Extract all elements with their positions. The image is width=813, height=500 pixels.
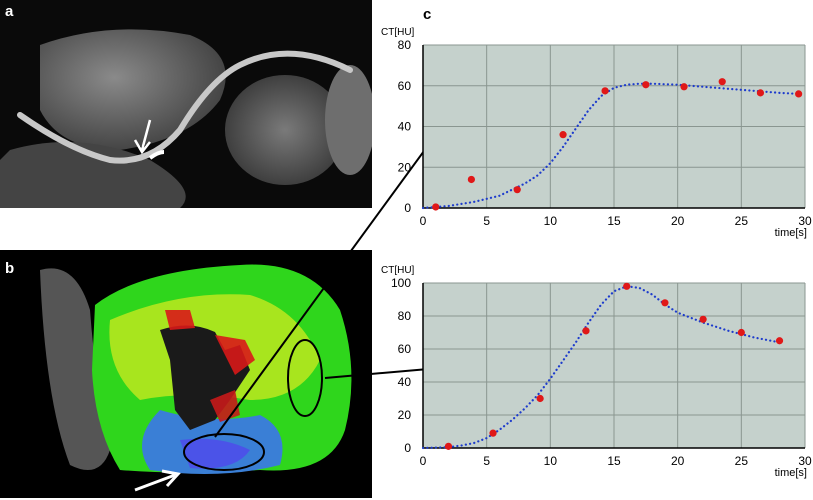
ct-image — [0, 0, 372, 208]
y-tick-label: 20 — [398, 160, 412, 174]
arrow-marker-a — [133, 119, 152, 155]
y-axis-label: CT[HU] — [381, 265, 415, 276]
x-tick-label: 25 — [735, 454, 749, 468]
panel-label-a: a — [5, 3, 14, 20]
x-tick-label: 20 — [671, 214, 685, 228]
x-tick-label: 25 — [735, 214, 749, 228]
x-tick-label: 10 — [544, 214, 558, 228]
data-point — [444, 442, 453, 450]
y-tick-label: 40 — [398, 120, 412, 134]
data-point — [536, 394, 544, 403]
data-point — [489, 429, 497, 437]
x-axis-label: time[s] — [775, 227, 807, 239]
data-point — [737, 328, 745, 337]
data-point — [623, 282, 631, 290]
y-tick-label: 20 — [398, 408, 412, 422]
panel-label-b: b — [5, 260, 15, 277]
x-tick-label: 10 — [544, 454, 558, 468]
y-tick-label: 0 — [404, 441, 411, 455]
data-point — [601, 87, 609, 95]
y-tick-label: 100 — [391, 276, 411, 290]
y-tick-label: 60 — [398, 79, 412, 93]
x-tick-label: 15 — [607, 214, 621, 228]
data-point — [513, 186, 521, 194]
data-point — [680, 83, 688, 91]
data-point — [642, 81, 650, 89]
data-point — [756, 89, 765, 97]
x-axis-label: time[s] — [775, 467, 807, 479]
data-point — [582, 327, 590, 335]
x-tick-label: 5 — [483, 454, 490, 468]
x-tick-label: 30 — [798, 214, 812, 228]
data-point — [661, 299, 669, 307]
x-tick-label: 0 — [420, 454, 427, 468]
x-tick-label: 30 — [798, 454, 812, 468]
y-tick-label: 60 — [398, 342, 412, 356]
x-tick-label: 15 — [607, 454, 621, 468]
y-tick-label: 40 — [398, 375, 412, 389]
panel-a-ct-image: a — [0, 0, 372, 208]
data-point — [432, 203, 440, 211]
x-tick-label: 20 — [671, 454, 685, 468]
arrow-marker-b — [134, 469, 181, 492]
data-point — [559, 131, 567, 139]
y-tick-label: 0 — [404, 201, 411, 215]
data-point — [467, 175, 475, 184]
fit-curve — [421, 82, 800, 210]
y-tick-label: 80 — [398, 309, 412, 323]
x-tick-label: 5 — [483, 214, 490, 228]
y-tick-label: 80 — [398, 38, 412, 52]
data-point — [718, 78, 726, 86]
panel-label-c: c — [423, 6, 432, 23]
data-point — [699, 315, 707, 323]
data-point — [795, 90, 803, 98]
y-axis-label: CT[HU] — [381, 27, 415, 38]
data-point — [775, 337, 784, 345]
panel-b-perfusion-map: b — [0, 250, 372, 498]
x-tick-label: 0 — [420, 214, 427, 228]
